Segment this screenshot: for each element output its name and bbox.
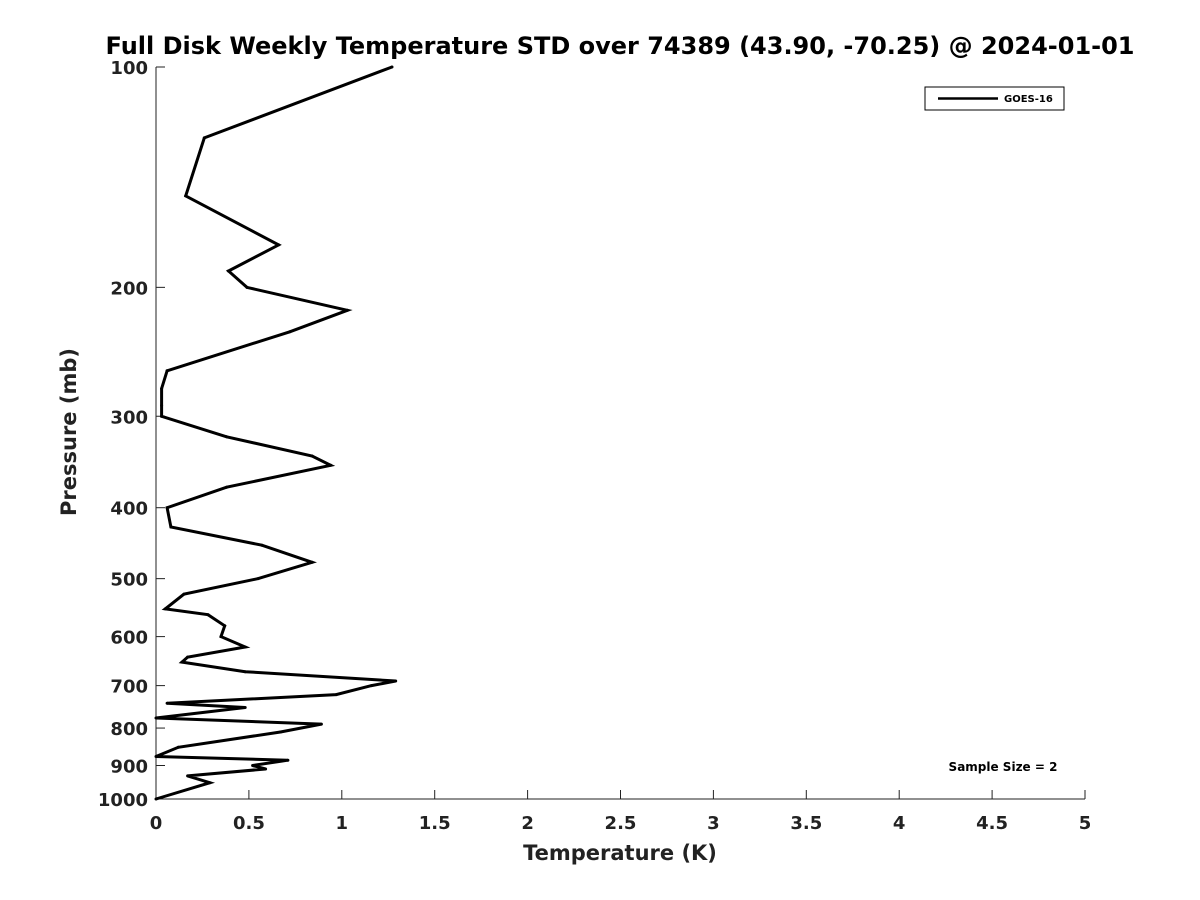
x-tick-label: 1.5 (419, 813, 451, 834)
data-point (334, 693, 338, 697)
y-axis-label: Pressure (mb) (57, 348, 81, 516)
data-point (394, 679, 398, 683)
data-point (154, 716, 158, 720)
data-point (182, 592, 186, 596)
x-tick-label: 4.5 (976, 813, 1008, 834)
y-tick-label: 500 (110, 570, 148, 591)
x-tick-label: 4 (893, 813, 906, 834)
data-point (186, 774, 190, 778)
data-point (310, 454, 314, 458)
data-point (390, 65, 394, 69)
data-point (251, 764, 255, 767)
data-point (223, 624, 227, 628)
data-point (286, 758, 290, 762)
y-ticks: 100 200 300 400 500 600 700 800 900 1000 (98, 58, 165, 811)
data-point (165, 369, 169, 373)
data-point (202, 136, 206, 140)
x-axis-label: Temperature (K) (523, 841, 717, 865)
y-tick-label: 1000 (98, 790, 148, 811)
y-tick-label: 300 (110, 407, 148, 428)
data-point (288, 330, 292, 334)
x-tick-label: 0.5 (233, 813, 265, 834)
series-layer (154, 65, 398, 801)
data-point (206, 613, 210, 617)
data-point (165, 701, 169, 705)
data-point (160, 387, 164, 391)
series-line (155, 65, 396, 801)
data-point (169, 525, 173, 529)
data-point (186, 655, 190, 659)
data-point (243, 645, 247, 649)
x-tick-label: 5 (1079, 813, 1092, 834)
data-point (160, 414, 164, 418)
data-point (256, 577, 260, 581)
data-point (227, 269, 230, 273)
y-tick-label: 200 (110, 278, 148, 299)
y-tick-label: 600 (110, 628, 148, 649)
legend: GOES-16 (924, 86, 1065, 111)
data-point (319, 722, 323, 726)
y-tick-label: 700 (110, 677, 148, 698)
data-point (243, 670, 247, 674)
data-point (370, 684, 373, 688)
x-tick-label: 1 (336, 813, 349, 834)
chart-title: Full Disk Weekly Temperature STD over 74… (106, 32, 1135, 60)
data-point (260, 543, 264, 547)
x-tick-label: 0 (150, 813, 163, 834)
data-point (184, 194, 188, 198)
y-tick-label: 100 (110, 58, 148, 79)
data-point (165, 506, 169, 510)
y-tick-label: 900 (110, 757, 148, 778)
data-point (154, 797, 158, 801)
data-point (180, 660, 184, 664)
data-point (154, 755, 158, 758)
legend-label: GOES-16 (1004, 94, 1053, 105)
axes (155, 67, 1085, 800)
data-point (225, 485, 229, 489)
data-point (219, 635, 223, 639)
sample-size-annotation: Sample Size = 2 (949, 760, 1058, 774)
y-tick-label: 400 (110, 499, 148, 520)
data-point (176, 745, 180, 749)
data-point (163, 607, 167, 611)
data-point (329, 463, 333, 467)
x-tick-label: 2 (521, 813, 534, 834)
data-point (160, 404, 164, 407)
data-point (264, 767, 268, 771)
data-point (225, 435, 229, 439)
data-point (208, 781, 212, 785)
x-tick-label: 3.5 (790, 813, 822, 834)
x-tick-label: 3 (707, 813, 720, 834)
y-tick-label: 800 (110, 719, 148, 740)
x-ticks: 0 0.5 1 1.5 2 2.5 3 3.5 4 4.5 5 (150, 790, 1092, 834)
data-point (345, 308, 349, 312)
data-point (245, 285, 249, 289)
data-point (277, 243, 281, 247)
data-point (310, 560, 314, 564)
data-point (243, 706, 247, 709)
x-tick-label: 2.5 (605, 813, 637, 834)
data-point (279, 730, 282, 734)
